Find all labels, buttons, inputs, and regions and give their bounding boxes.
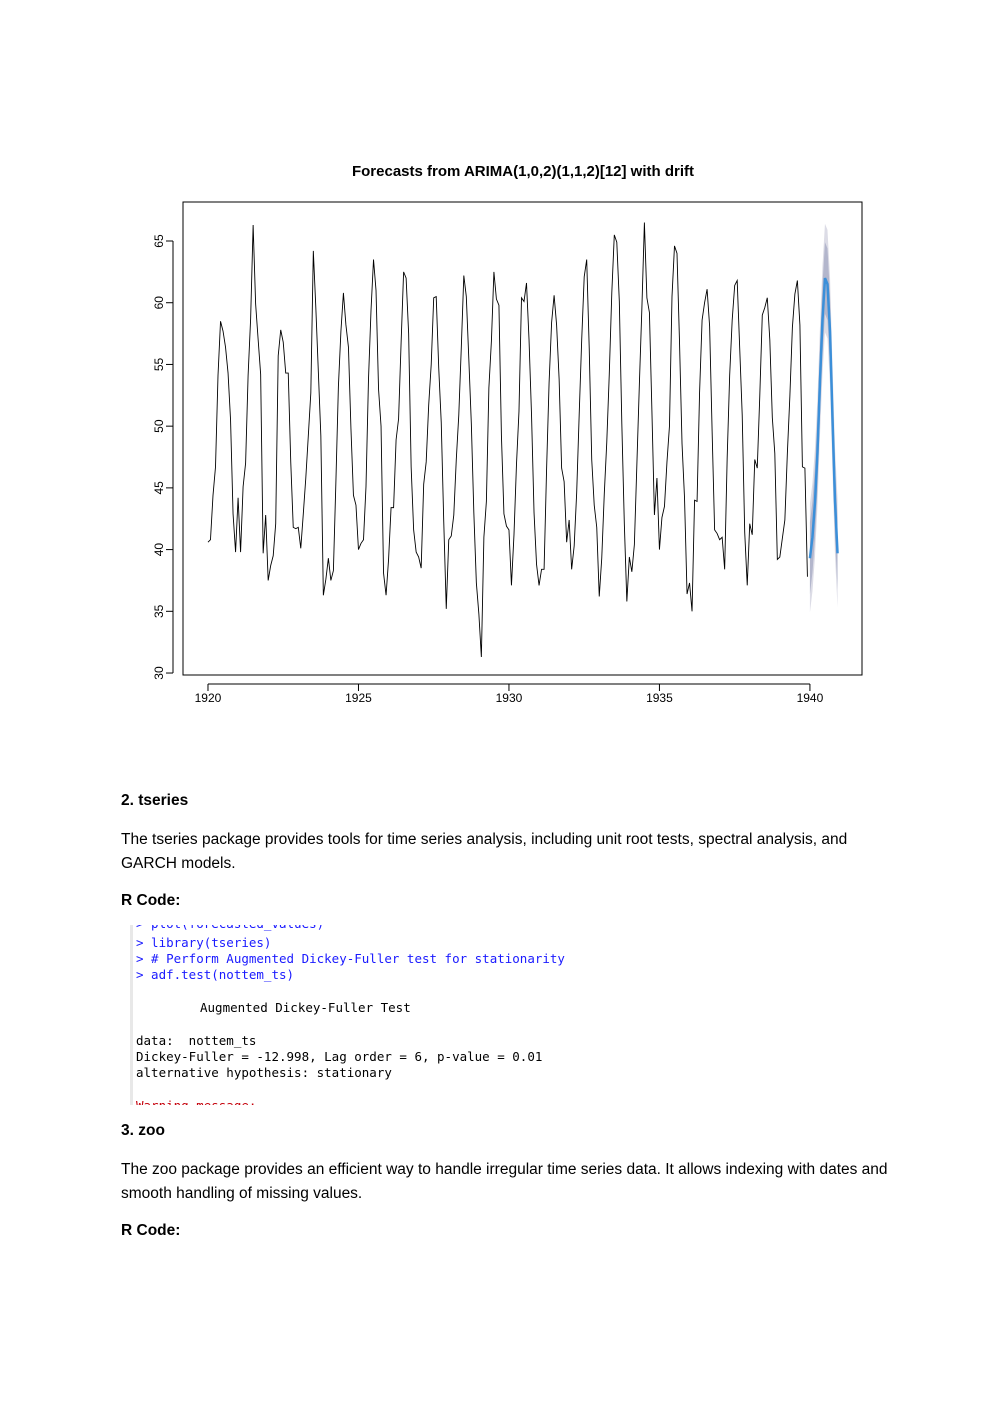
plot-frame bbox=[182, 201, 863, 676]
x-tick-label: 1940 bbox=[797, 691, 824, 705]
code-label: R Code: bbox=[121, 1222, 181, 1239]
y-tick-label: 45 bbox=[152, 481, 166, 495]
y-tick-label: 50 bbox=[152, 419, 166, 433]
y-tick-label: 40 bbox=[152, 543, 166, 557]
x-tick-label: 1935 bbox=[646, 691, 673, 705]
code-line: Augmented Dickey-Fuller Test bbox=[200, 1000, 411, 1015]
code-line: Warning message: bbox=[136, 1098, 256, 1105]
code-line: data: nottem_ts bbox=[136, 1033, 257, 1048]
section-heading: 3. zoo bbox=[121, 1122, 165, 1139]
y-tick-label: 35 bbox=[152, 604, 166, 618]
chart-title: Forecasts from ARIMA(1,0,2)(1,1,2)[12] w… bbox=[352, 163, 694, 180]
chart: Forecasts from ARIMA(1,0,2)(1,1,2)[12] w… bbox=[152, 163, 863, 705]
series-line bbox=[207, 222, 808, 658]
y-tick-label: 55 bbox=[152, 357, 166, 371]
console-gutter bbox=[130, 925, 133, 1105]
code-line: > library(tseries) bbox=[136, 935, 272, 950]
code-line: > adf.test(nottem_ts) bbox=[136, 967, 295, 982]
x-tick-label: 1920 bbox=[195, 691, 222, 705]
y-tick-label: 65 bbox=[152, 234, 166, 248]
code-line: > plot(forecasted_values) bbox=[136, 925, 324, 932]
code-line: Dickey-Fuller = -12.998, Lag order = 6, … bbox=[136, 1049, 543, 1064]
code-line: > # Perform Augmented Dickey-Fuller test… bbox=[136, 951, 565, 966]
x-tick-label: 1930 bbox=[496, 691, 523, 705]
section-heading: 2. tseries bbox=[121, 792, 189, 809]
code-line: alternative hypothesis: stationary bbox=[136, 1065, 392, 1080]
x-tick-label: 1925 bbox=[345, 691, 372, 705]
paragraph: The tseries package provides tools for t… bbox=[121, 831, 848, 872]
console-screenshot: > plot(forecasted_values) > library(tser… bbox=[121, 925, 581, 1105]
y-tick-label: 30 bbox=[152, 666, 166, 680]
code-label: R Code: bbox=[121, 892, 181, 909]
y-tick-label: 60 bbox=[152, 296, 166, 310]
forecast-line bbox=[808, 277, 839, 559]
paragraph: The zoo package provides an efficient wa… bbox=[121, 1161, 888, 1202]
